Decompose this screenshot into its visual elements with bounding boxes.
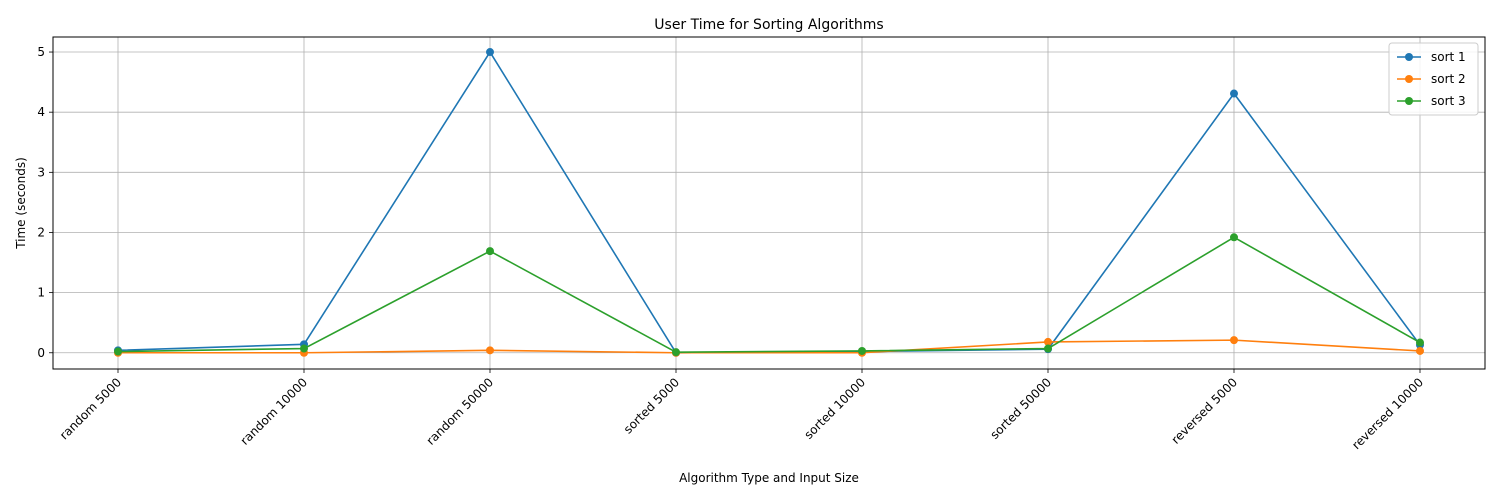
y-tick-label: 0 <box>37 346 45 360</box>
chart-title: User Time for Sorting Algorithms <box>654 17 883 33</box>
series-line-sort-3 <box>117 236 1421 353</box>
data-point <box>1044 344 1052 353</box>
data-point <box>672 348 680 357</box>
data-point <box>1230 89 1238 98</box>
legend-frame <box>1388 42 1479 116</box>
data-point <box>486 346 494 355</box>
y-tick-label: 3 <box>37 165 45 179</box>
x-tick-label: sorted 50000 <box>987 375 1054 442</box>
y-axis-label: Time (seconds) <box>14 157 28 250</box>
x-tick-label: sorted 5000 <box>621 375 682 436</box>
series-group <box>114 48 1424 357</box>
y-tick-label: 2 <box>37 225 45 239</box>
data-point <box>114 347 122 356</box>
y-tick-label: 1 <box>37 286 45 300</box>
plot-frame <box>52 36 1486 370</box>
data-point <box>858 346 866 355</box>
legend: sort 1 sort 2 sort 3 <box>1388 42 1479 116</box>
x-axis-label: Algorithm Type and Input Size <box>679 471 859 485</box>
data-point <box>1230 336 1238 345</box>
data-point <box>1230 233 1238 242</box>
legend-label: sort 3 <box>1431 94 1466 108</box>
y-tick-label: 4 <box>37 105 45 119</box>
series-line-sort-2 <box>118 339 1421 354</box>
y-axis: 0 1 2 3 4 5 <box>37 45 53 360</box>
x-tick-label: sorted 10000 <box>801 375 868 442</box>
legend-label: sort 2 <box>1431 72 1466 86</box>
x-tick-label: random 5000 <box>57 375 124 442</box>
data-point <box>1416 338 1424 347</box>
x-tick-label: random 10000 <box>238 375 311 448</box>
x-tick-label: reversed 5000 <box>1169 375 1240 446</box>
data-point <box>486 48 494 57</box>
data-point <box>1416 346 1424 355</box>
series-line-sort-1 <box>117 50 1421 354</box>
grid <box>53 37 1485 369</box>
x-axis: random 5000 random 10000 random 50000 sorte… <box>57 369 1426 452</box>
legend-marker <box>1405 97 1413 105</box>
legend-label: sort 1 <box>1431 50 1466 64</box>
y-tick-label: 5 <box>37 45 45 59</box>
x-tick-label: reversed 10000 <box>1349 375 1426 452</box>
x-tick-label: random 50000 <box>424 375 497 448</box>
data-point <box>300 344 308 353</box>
legend-marker <box>1405 75 1413 83</box>
legend-marker <box>1405 53 1413 61</box>
data-point <box>1044 337 1052 346</box>
data-point <box>486 247 494 256</box>
